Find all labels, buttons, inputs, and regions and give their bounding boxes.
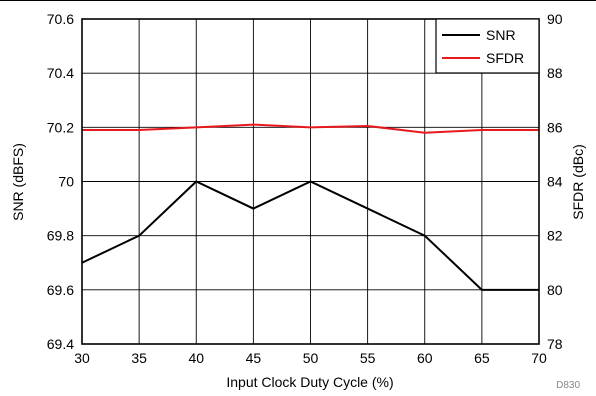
y2-tick-label: 78 [547,336,563,352]
y2-tick-label: 86 [547,119,563,135]
y2-tick-label: 82 [547,228,563,244]
legend-sfdr-label: SFDR [486,50,524,66]
y-tick-label: 70.4 [47,65,74,81]
y-tick-label: 69.4 [47,336,74,352]
x-tick-label: 70 [531,350,547,366]
y2-tick-label: 88 [547,65,563,81]
y-tick-labels: 69.4 69.6 69.8 70 70.2 70.4 70.6 [47,11,74,352]
legend-box [435,18,540,74]
figure-id: D830 [556,380,580,391]
x-axis-label: Input Clock Duty Cycle (%) [226,374,393,390]
y2-tick-labels: 78 80 82 84 86 88 90 [547,11,563,352]
y-tick-label: 70 [58,174,74,190]
top-rule [0,0,596,1]
x-tick-label: 65 [474,350,490,366]
y-axis-label: SNR (dBFS) [10,143,26,221]
x-tick-label: 30 [74,350,90,366]
y2-tick-label: 90 [547,11,563,27]
x-tick-label: 55 [360,350,376,366]
y2-axis-label: SFDR (dBc) [570,144,586,219]
x-tick-labels: 30 35 40 45 50 55 60 65 70 [74,350,547,366]
y-tick-label: 70.2 [47,119,74,135]
series-group [81,123,539,291]
series-line-snr [81,180,539,291]
x-tick-label: 60 [417,350,433,366]
x-tick-label: 50 [303,350,319,366]
series-line-sfdr [82,123,539,134]
x-tick-label: 40 [188,350,204,366]
y2-tick-label: 80 [547,282,563,298]
x-tick-label: 45 [246,350,262,366]
y2-tick-label: 84 [547,174,563,190]
plot-frame [81,18,540,345]
legend: SNR SFDR [435,18,540,74]
y-tick-label: 70.6 [47,11,74,27]
legend-snr-label: SNR [486,27,516,43]
x-tick-label: 35 [131,350,147,366]
y-tick-label: 69.8 [47,228,74,244]
y-tick-label: 69.6 [47,282,74,298]
